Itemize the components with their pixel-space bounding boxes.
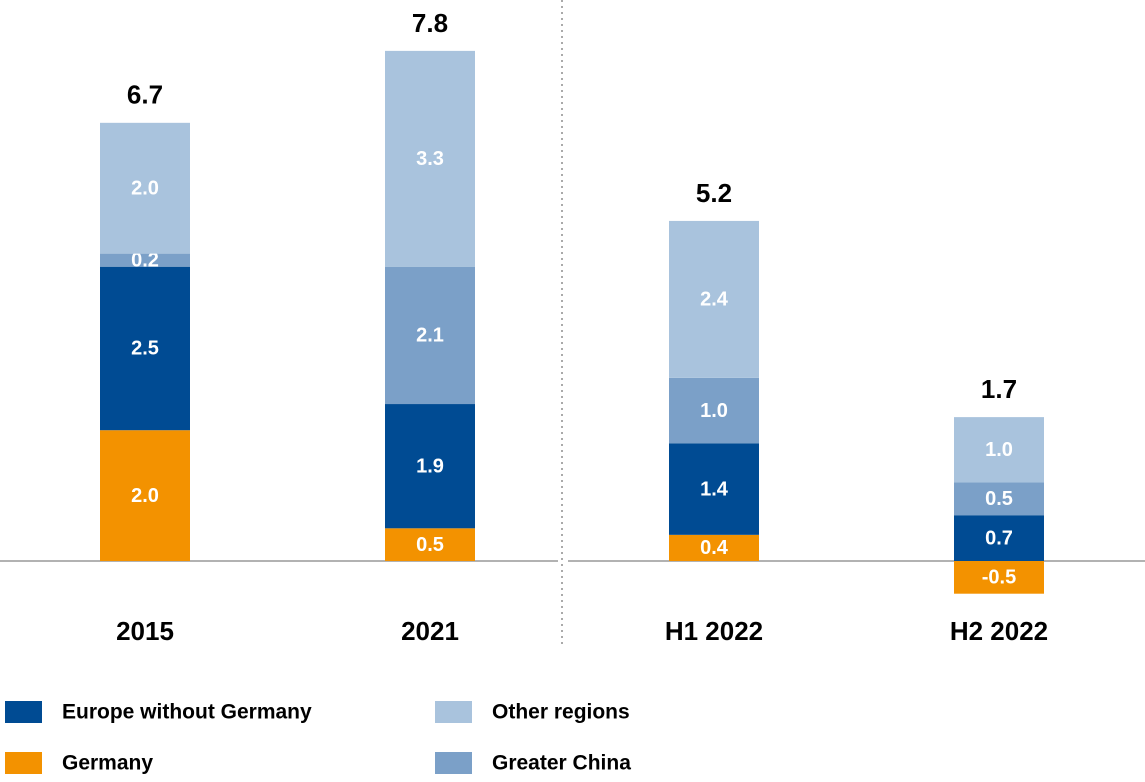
- value-label: 0.5: [985, 488, 1013, 510]
- bar-segment: [385, 50, 475, 267]
- value-label: 2.0: [131, 178, 159, 200]
- value-label: 0.5: [416, 534, 444, 556]
- value-label: 2.0: [131, 485, 159, 507]
- value-label: 0.7: [985, 527, 1013, 549]
- bar-segment: [385, 528, 475, 561]
- bar-segment: [669, 443, 759, 535]
- bar-segment: [100, 122, 190, 254]
- value-label: 3.3: [416, 148, 444, 170]
- value-label: 2.1: [416, 325, 444, 347]
- bar-segment: [669, 377, 759, 444]
- value-label: 2.4: [700, 289, 729, 311]
- legend-label: Greater China: [492, 752, 631, 775]
- x-tick-label: H2 2022: [950, 616, 1048, 646]
- value-label: 0.4: [700, 537, 729, 559]
- bar-segment: [669, 534, 759, 561]
- bar-segment: [385, 404, 475, 529]
- legend-swatch: [435, 701, 472, 723]
- bar-segment: [100, 253, 190, 267]
- value-label: 2.5: [131, 338, 159, 360]
- total-label: 6.7: [127, 80, 163, 110]
- legend-swatch: [5, 701, 42, 723]
- bar-segment: [385, 266, 475, 405]
- legend-label: Other regions: [492, 701, 630, 724]
- legend-swatch: [5, 752, 42, 774]
- total-label: 5.2: [696, 178, 732, 208]
- value-label: -0.5: [982, 567, 1016, 589]
- bar-segment: [954, 561, 1044, 594]
- total-label: 1.7: [981, 374, 1017, 404]
- bar-segment: [954, 417, 1044, 483]
- x-tick-label: H1 2022: [665, 616, 763, 646]
- value-label: 1.0: [985, 439, 1013, 461]
- legend-label: Germany: [62, 752, 153, 775]
- x-tick-label: 2015: [116, 616, 174, 646]
- bar-segment: [100, 430, 190, 561]
- value-label: 1.0: [700, 400, 728, 422]
- value-label: 0.2: [131, 249, 159, 271]
- x-tick-label: 2021: [401, 616, 459, 646]
- value-label: 1.4: [700, 478, 729, 500]
- bar-segment: [954, 515, 1044, 561]
- bar-segment: [669, 220, 759, 378]
- legend-label: Europe without Germany: [62, 701, 312, 724]
- bar-segment: [100, 266, 190, 431]
- value-label: 1.9: [416, 455, 444, 477]
- bar-segment: [954, 482, 1044, 516]
- legend-swatch: [435, 752, 472, 774]
- total-label: 7.8: [412, 8, 448, 38]
